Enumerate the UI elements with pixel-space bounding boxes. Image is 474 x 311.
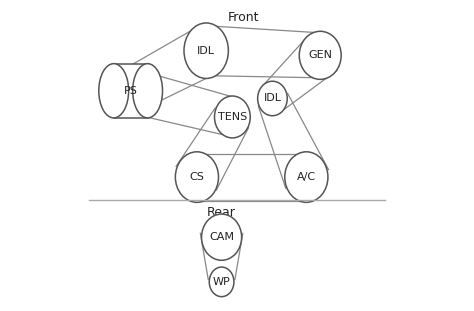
- Ellipse shape: [209, 267, 234, 297]
- Ellipse shape: [175, 152, 219, 202]
- Text: GEN: GEN: [308, 50, 332, 60]
- Ellipse shape: [184, 23, 228, 78]
- Text: Rear: Rear: [207, 207, 236, 219]
- Text: PS: PS: [124, 86, 137, 96]
- Ellipse shape: [133, 64, 163, 118]
- Text: TENS: TENS: [218, 112, 247, 122]
- Ellipse shape: [285, 152, 328, 202]
- Text: IDL: IDL: [197, 46, 215, 56]
- Ellipse shape: [258, 81, 287, 116]
- Ellipse shape: [99, 64, 128, 118]
- Text: A/C: A/C: [297, 172, 316, 182]
- Text: CAM: CAM: [209, 232, 234, 242]
- Text: IDL: IDL: [264, 94, 282, 104]
- Text: CS: CS: [190, 172, 204, 182]
- Ellipse shape: [215, 96, 250, 138]
- Text: WP: WP: [213, 277, 230, 287]
- FancyBboxPatch shape: [114, 64, 147, 118]
- Ellipse shape: [299, 31, 341, 79]
- Ellipse shape: [201, 214, 242, 260]
- Text: Front: Front: [228, 11, 259, 24]
